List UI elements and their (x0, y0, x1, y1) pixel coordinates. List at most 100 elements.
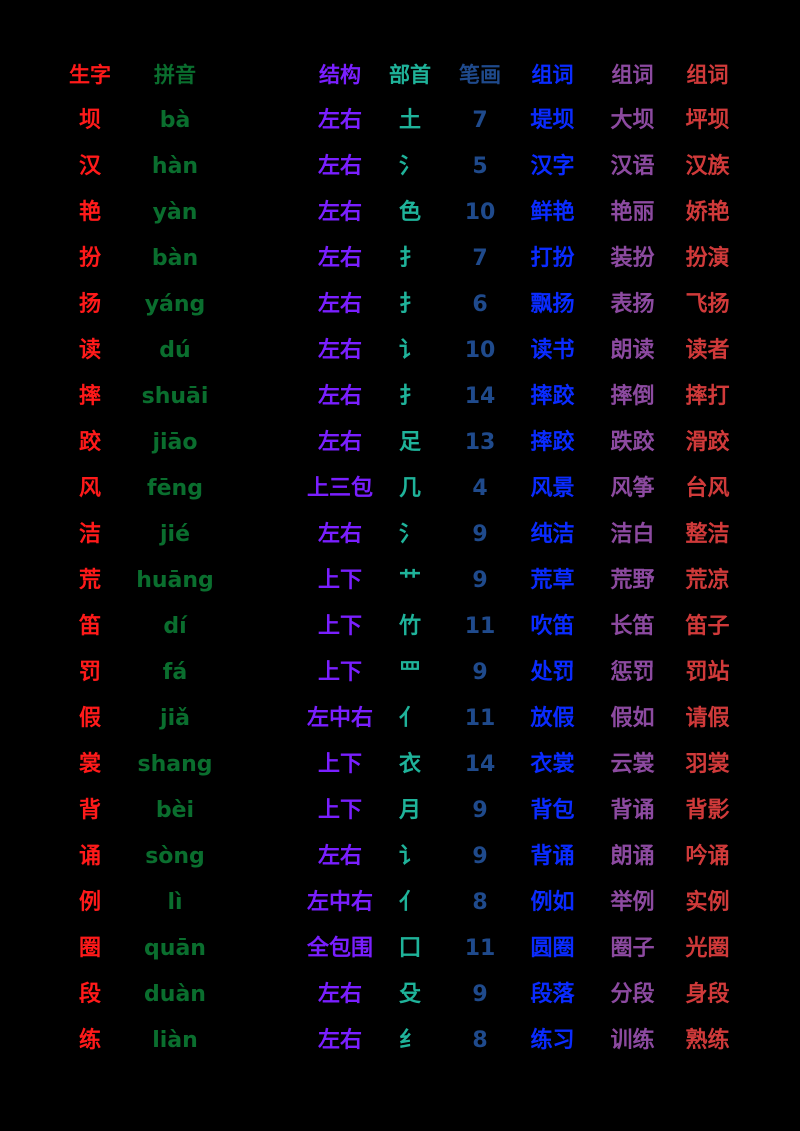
cell-word-3: 请假 (685, 706, 730, 731)
cell-word-2: 跌跤 (610, 430, 655, 455)
header-strokes: 笔画 (459, 63, 501, 87)
cell-word-2: 惩罚 (610, 660, 655, 685)
cell-structure: 左右 (317, 154, 362, 179)
cell-strokes: 9 (472, 522, 488, 547)
cell-word-3: 台风 (685, 476, 730, 501)
cell-character: 裳 (78, 752, 101, 777)
cell-pinyin: bàn (151, 246, 199, 271)
cell-radical: 土 (398, 108, 421, 133)
cell-radical: 色 (398, 200, 421, 225)
cell-strokes: 7 (472, 246, 488, 271)
cell-word-2: 云裳 (610, 752, 655, 777)
cell-word-2: 举例 (610, 890, 655, 915)
cell-word-3: 笛子 (685, 614, 730, 639)
cell-structure: 左中右 (306, 706, 373, 731)
cell-word-3: 摔打 (685, 384, 730, 409)
cell-structure: 全包围 (306, 936, 373, 961)
cell-strokes: 9 (472, 798, 488, 823)
cell-word-2: 分段 (610, 982, 655, 1007)
table-row: 荒 huāng 上下 艹 9 荒草 荒野 荒凉 (0, 558, 800, 604)
cell-word-3: 实例 (685, 890, 730, 915)
cell-word-1: 读书 (530, 338, 575, 363)
table-row: 风 fēng 上三包几 4 风景 风筝 台风 (0, 466, 800, 512)
cell-character: 洁 (78, 522, 101, 547)
cell-radical: 足 (398, 430, 421, 455)
cell-word-3: 滑跤 (685, 430, 730, 455)
cell-strokes: 10 (464, 200, 496, 225)
cell-word-2: 长笛 (610, 614, 655, 639)
cell-word-2: 洁白 (610, 522, 655, 547)
cell-strokes: 9 (472, 568, 488, 593)
table-row: 洁 jié 左右 氵 9 纯洁 洁白 整洁 (0, 512, 800, 558)
cell-structure: 左右 (317, 384, 362, 409)
header-word-3: 组词 (686, 63, 729, 87)
cell-word-2: 朗读 (610, 338, 655, 363)
cell-word-3: 娇艳 (685, 200, 730, 225)
cell-strokes: 14 (464, 384, 496, 409)
cell-word-2: 假如 (610, 706, 655, 731)
cell-word-2: 朗诵 (610, 844, 655, 869)
table-row: 例 lì 左中右亻 8 例如 举例 实例 (0, 880, 800, 926)
cell-word-1: 练习 (530, 1028, 575, 1053)
cell-pinyin: yàn (152, 200, 198, 225)
cell-strokes: 7 (472, 108, 488, 133)
table-row: 诵 sòng 左右 讠 9 背诵 朗诵 吟诵 (0, 834, 800, 880)
table-row: 扮 bàn 左右 扌 7 打扮 装扮 扮演 (0, 236, 800, 282)
cell-radical: 扌 (398, 384, 421, 409)
cell-strokes: 9 (472, 982, 488, 1007)
cell-pinyin: yáng (144, 292, 206, 317)
cell-word-3: 吟诵 (685, 844, 730, 869)
cell-word-3: 飞扬 (685, 292, 730, 317)
cell-word-1: 纯洁 (530, 522, 575, 547)
cell-radical: 月 (398, 798, 421, 823)
cell-structure: 上下 (317, 798, 362, 823)
cell-strokes: 8 (472, 890, 488, 915)
cell-word-1: 鲜艳 (530, 200, 575, 225)
cell-pinyin: hàn (151, 154, 199, 179)
cell-character: 圈 (78, 936, 101, 961)
cell-character: 背 (78, 798, 101, 823)
cell-character: 汉 (78, 154, 101, 179)
cell-pinyin: jiǎ (160, 706, 190, 731)
cell-strokes: 10 (464, 338, 496, 363)
cell-structure: 左右 (317, 338, 362, 363)
cell-structure: 左右 (317, 1028, 362, 1053)
cell-radical: 艹 (398, 568, 421, 593)
cell-word-3: 熟练 (685, 1028, 730, 1053)
vocabulary-table: 生字 拼音 结构 部首 笔画 组词 组词 组词 坝 bà 左右 土 7 堤坝 大坝 坪坝汉 hà… (0, 52, 800, 1064)
cell-character: 诵 (78, 844, 101, 869)
cell-character: 扬 (78, 292, 101, 317)
cell-word-1: 打扮 (530, 246, 575, 271)
cell-word-1: 风景 (530, 476, 575, 501)
cell-word-3: 整洁 (685, 522, 730, 547)
cell-structure: 上下 (317, 660, 362, 685)
cell-word-2: 大坝 (610, 108, 655, 133)
cell-pinyin: dí (163, 614, 187, 639)
cell-pinyin: dú (159, 338, 191, 363)
cell-pinyin: sòng (145, 844, 205, 869)
table-row: 艳 yàn 左右 色 10 鲜艳 艳丽 娇艳 (0, 190, 800, 236)
table-row: 读 dú 左右 讠 10 读书 朗读 读者 (0, 328, 800, 374)
cell-strokes: 11 (464, 936, 496, 961)
cell-word-3: 背影 (685, 798, 730, 823)
cell-strokes: 8 (472, 1028, 488, 1053)
cell-word-3: 身段 (685, 982, 730, 1007)
cell-character: 假 (78, 706, 101, 731)
cell-word-1: 摔跤 (530, 430, 575, 455)
cell-word-2: 表扬 (610, 292, 655, 317)
cell-structure: 左右 (317, 108, 362, 133)
cell-structure: 左右 (317, 844, 362, 869)
cell-character: 例 (78, 890, 101, 915)
cell-word-1: 衣裳 (530, 752, 575, 777)
cell-radical: 殳 (398, 982, 421, 1007)
cell-word-1: 摔跤 (530, 384, 575, 409)
cell-pinyin: duàn (144, 982, 206, 1007)
cell-radical: 纟 (398, 1028, 421, 1053)
cell-structure: 左右 (317, 982, 362, 1007)
cell-radical: 扌 (398, 246, 421, 271)
cell-character: 笛 (78, 614, 101, 639)
cell-pinyin: bà (159, 108, 191, 133)
cell-character: 跤 (78, 430, 101, 455)
cell-radical: 罒 (398, 660, 421, 685)
cell-pinyin: shang (137, 752, 213, 777)
